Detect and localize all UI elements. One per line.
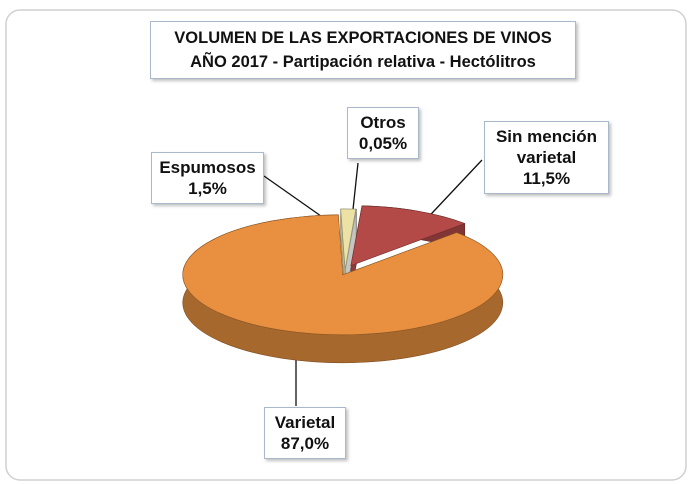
label-name: Sin mención varietal <box>495 127 598 167</box>
slice <box>350 205 466 267</box>
slice <box>182 214 504 336</box>
slice-label: Sin mención varietal 11,5% <box>484 121 609 194</box>
chart-subtitle: AÑO 2017 - Partipación relativa - Hectól… <box>190 53 536 71</box>
label-value: 0,05% <box>358 134 408 153</box>
label-value: 87,0% <box>280 434 330 453</box>
slice-label: Espumosos 1,5% <box>151 152 264 204</box>
label-name: Varietal <box>274 413 336 432</box>
slice-label: Varietal 87,0% <box>264 407 346 459</box>
label-name: Otros <box>360 113 406 132</box>
label-name: Espumosos <box>159 158 256 177</box>
title-box: VOLUMEN DE LAS EXPORTACIONES DE VINOS AÑ… <box>150 21 576 79</box>
slice-label: Otros 0,05% <box>347 107 419 159</box>
chart-title: VOLUMEN DE LAS EXPORTACIONES DE VINOS <box>174 29 552 47</box>
frame-border <box>5 9 687 481</box>
label-value: 11,5% <box>522 169 571 188</box>
label-value: 1,5% <box>188 179 227 198</box>
slice <box>345 208 357 270</box>
pie-tops <box>182 205 504 336</box>
